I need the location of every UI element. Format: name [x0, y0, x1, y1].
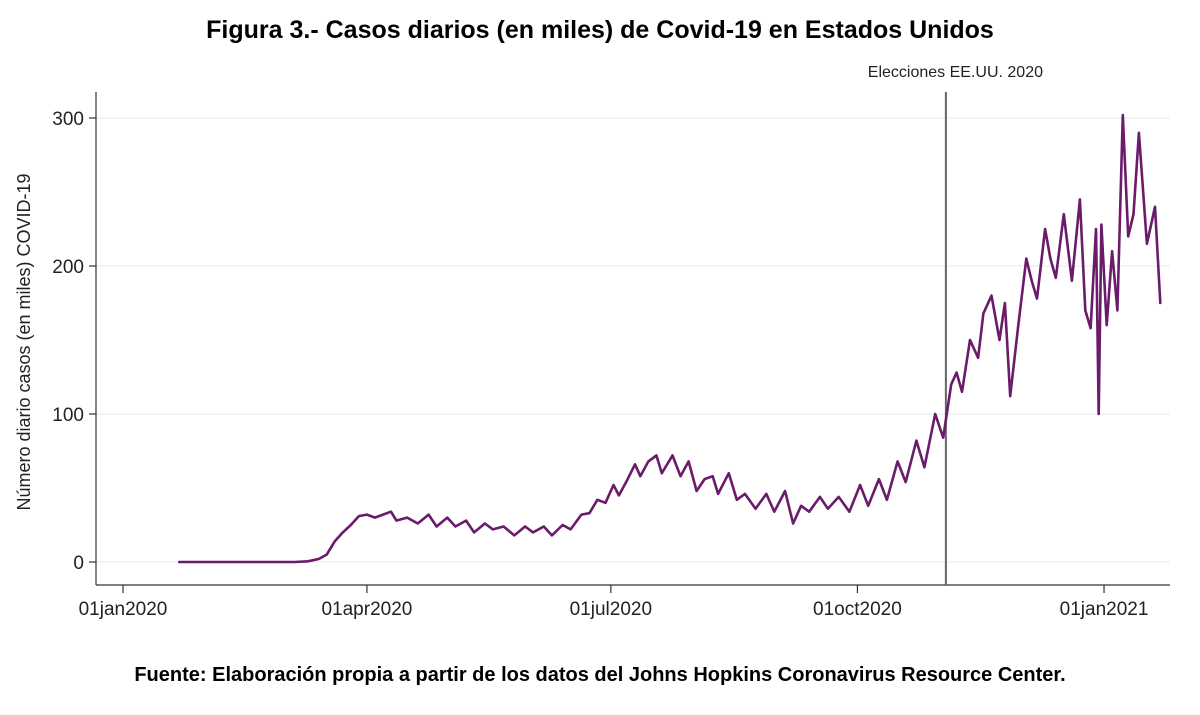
- y-axis-title: Número diario casos (en miles) COVID-19: [14, 173, 34, 510]
- axes: [89, 92, 1170, 593]
- x-tick-label-3: 01oct2020: [813, 599, 902, 620]
- source-note: Fuente: Elaboración propia a partir de l…: [134, 664, 1066, 686]
- y-tick-label-100: 100: [52, 405, 84, 426]
- y-tick-label-0: 0: [73, 553, 84, 574]
- tick-labels: 0 100 200 300 01jan2020 01apr2020 01jul2020 01o…: [52, 109, 1148, 620]
- x-tick-label-0: 01jan2020: [79, 599, 168, 620]
- grid-lines: [96, 117, 1170, 563]
- annotations: Elecciones EE.UU. 2020: [868, 64, 1043, 585]
- x-tick-label-4: 01jan2021: [1060, 599, 1149, 620]
- series-line-0: [178, 113, 1162, 564]
- election-label: Elecciones EE.UU. 2020: [868, 64, 1043, 81]
- series: [178, 113, 1162, 564]
- y-tick-label-300: 300: [52, 109, 84, 130]
- y-tick-label-200: 200: [52, 257, 84, 278]
- figure-title: Figura 3.- Casos diarios (en miles) de C…: [206, 16, 994, 44]
- x-tick-label-1: 01apr2020: [321, 599, 412, 620]
- x-tick-label-2: 01jul2020: [570, 599, 652, 620]
